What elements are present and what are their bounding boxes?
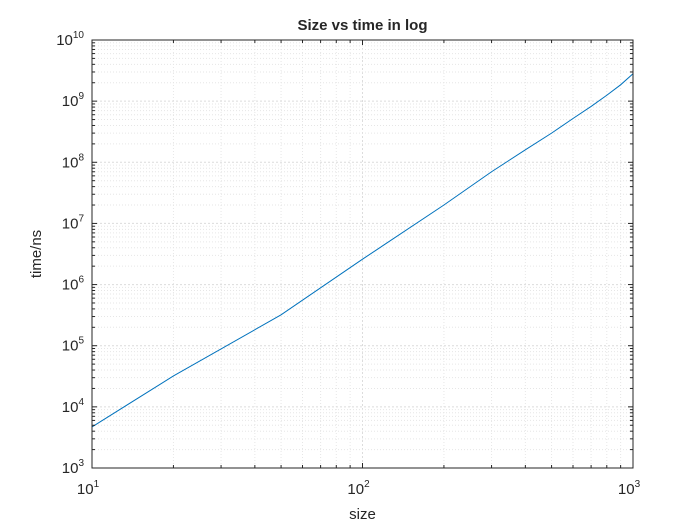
data-point [173, 375, 174, 376]
data-point [362, 259, 363, 260]
data-point [551, 133, 552, 134]
tick-marks [91, 39, 634, 469]
series-lines [91, 73, 634, 428]
y-tick-exponent: 6 [78, 275, 84, 286]
data-point [525, 149, 526, 150]
y-axis-label: time/ns [28, 230, 45, 278]
x-tick-exponent: 1 [94, 479, 100, 490]
chart-title: Size vs time in log [297, 17, 427, 34]
y-tick-exponent: 8 [78, 152, 84, 163]
x-tick-exponent: 3 [635, 479, 641, 490]
data-point [572, 118, 573, 119]
y-tick-exponent: 5 [78, 336, 84, 347]
y-tick-exponent: 9 [78, 91, 84, 102]
data-point [606, 95, 607, 96]
data-point [443, 205, 444, 206]
x-axis-label: size [349, 506, 376, 523]
y-tick-exponent: 10 [73, 30, 85, 41]
data-point [281, 314, 282, 315]
y-tick-exponent: 3 [78, 458, 84, 469]
y-tick-exponent: 4 [78, 397, 84, 408]
y-tick-exponent: 7 [78, 213, 84, 224]
series-line-0 [91, 73, 634, 428]
data-point [491, 171, 492, 172]
grid-lines [91, 39, 634, 469]
x-tick-exponent: 2 [364, 479, 370, 490]
data-point [620, 84, 621, 85]
data-point [591, 106, 592, 107]
